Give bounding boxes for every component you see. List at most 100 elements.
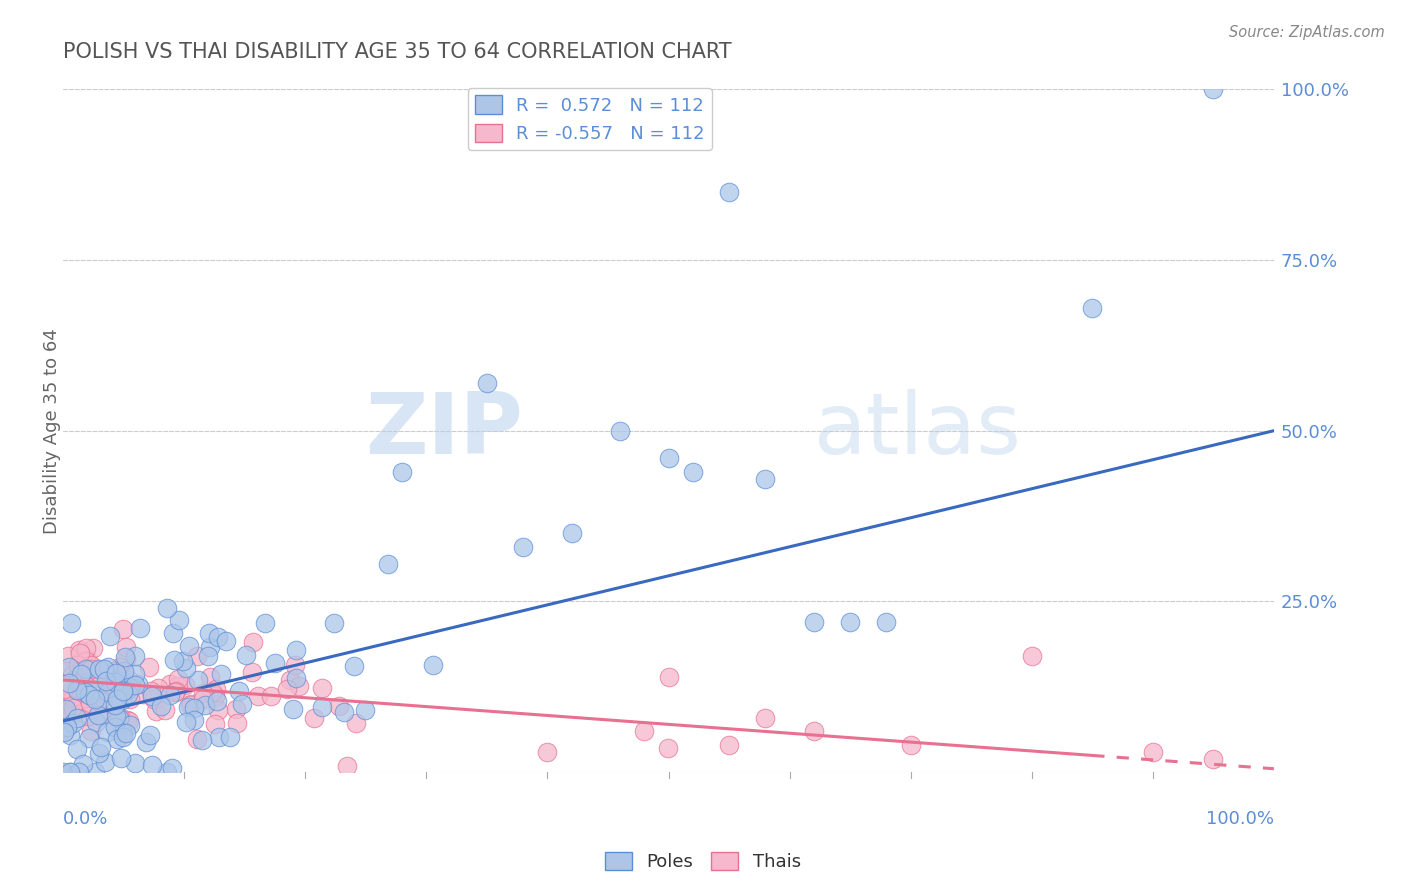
- Point: [120, 679, 142, 693]
- Point: [93, 662, 115, 676]
- Point: [138, 660, 160, 674]
- Point: [52, 695, 75, 709]
- Point: [165, 685, 187, 699]
- Point: [63, 690, 86, 704]
- Point: [56, 665, 79, 679]
- Point: [80, 662, 103, 676]
- Point: [83, 765, 105, 780]
- Point: [56, 678, 79, 692]
- Point: [66, 683, 89, 698]
- Point: [59, 728, 82, 742]
- Point: [231, 697, 253, 711]
- Point: [105, 665, 128, 680]
- Point: [141, 689, 163, 703]
- Point: [83, 683, 105, 698]
- Point: [198, 640, 221, 655]
- Point: [143, 692, 166, 706]
- Point: [56, 671, 79, 685]
- Point: [58, 660, 80, 674]
- Point: [311, 681, 333, 695]
- Point: [186, 732, 208, 747]
- Point: [284, 658, 307, 673]
- Point: [288, 679, 311, 693]
- Point: [344, 715, 367, 730]
- Point: [235, 648, 257, 662]
- Point: [209, 666, 232, 681]
- Point: [55, 681, 77, 695]
- Point: [120, 692, 142, 706]
- Point: [56, 649, 79, 664]
- Point: [52, 725, 75, 739]
- Point: [96, 725, 118, 739]
- Point: [67, 681, 90, 696]
- Point: [159, 688, 181, 702]
- Point: [111, 684, 134, 698]
- Point: [186, 648, 208, 663]
- Point: [97, 684, 120, 698]
- Point: [86, 668, 108, 682]
- Point: [112, 678, 135, 692]
- Point: [875, 615, 897, 629]
- Point: [124, 678, 146, 692]
- Text: 100.0%: 100.0%: [1206, 810, 1274, 828]
- Legend: Poles, Thais: Poles, Thais: [598, 845, 808, 879]
- Point: [112, 622, 135, 636]
- Point: [94, 681, 117, 695]
- Point: [53, 723, 76, 738]
- Point: [55, 702, 77, 716]
- Point: [682, 465, 704, 479]
- Point: [803, 615, 825, 629]
- Point: [179, 698, 201, 713]
- Point: [103, 679, 125, 693]
- Point: [77, 688, 100, 702]
- Point: [124, 667, 146, 681]
- Point: [204, 716, 226, 731]
- Point: [183, 700, 205, 714]
- Point: [336, 758, 359, 772]
- Point: [111, 725, 134, 739]
- Point: [80, 723, 103, 738]
- Point: [117, 680, 139, 694]
- Point: [718, 738, 741, 752]
- Point: [148, 681, 170, 696]
- Point: [839, 615, 862, 629]
- Point: [333, 706, 356, 720]
- Text: atlas: atlas: [814, 389, 1022, 472]
- Point: [79, 697, 101, 711]
- Point: [83, 692, 105, 706]
- Point: [124, 756, 146, 771]
- Point: [58, 676, 80, 690]
- Point: [718, 185, 741, 199]
- Point: [66, 657, 89, 671]
- Point: [65, 670, 87, 684]
- Point: [166, 680, 188, 694]
- Point: [207, 703, 229, 717]
- Point: [90, 681, 112, 696]
- Point: [132, 687, 155, 701]
- Point: [97, 660, 120, 674]
- Point: [160, 761, 183, 775]
- Text: Source: ZipAtlas.com: Source: ZipAtlas.com: [1229, 25, 1385, 40]
- Point: [66, 666, 89, 681]
- Point: [111, 682, 134, 697]
- Point: [66, 690, 89, 705]
- Point: [328, 698, 350, 713]
- Point: [108, 659, 131, 673]
- Point: [285, 643, 308, 657]
- Point: [163, 685, 186, 699]
- Point: [118, 714, 141, 729]
- Point: [96, 688, 118, 702]
- Point: [66, 681, 89, 695]
- Point: [105, 709, 128, 723]
- Point: [87, 662, 110, 676]
- Point: [69, 646, 91, 660]
- Point: [58, 677, 80, 691]
- Point: [254, 615, 277, 630]
- Point: [609, 424, 631, 438]
- Point: [225, 702, 247, 716]
- Point: [108, 710, 131, 724]
- Point: [87, 707, 110, 722]
- Point: [323, 616, 346, 631]
- Point: [73, 693, 96, 707]
- Point: [59, 765, 82, 780]
